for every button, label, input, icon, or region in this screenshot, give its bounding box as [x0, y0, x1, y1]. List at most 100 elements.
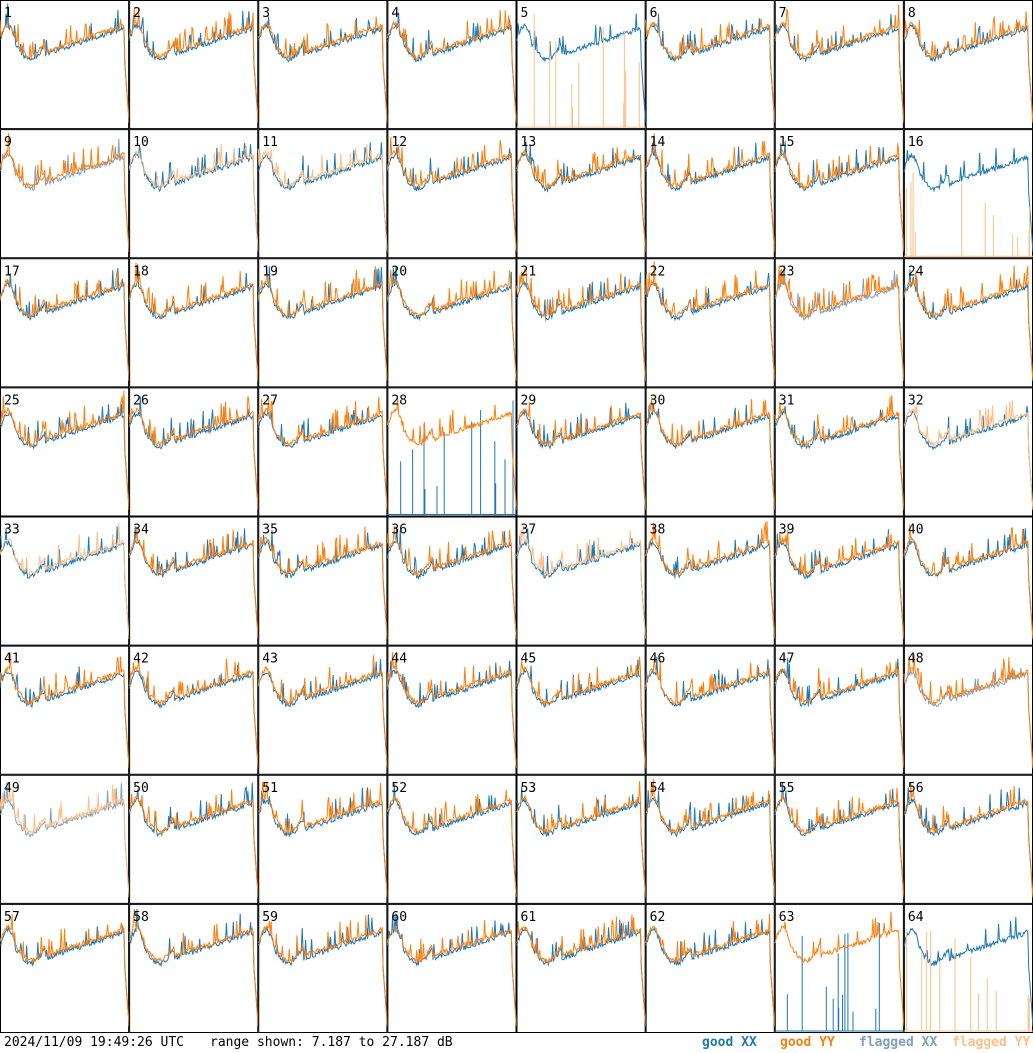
series-yy	[257, 266, 388, 381]
panel-label: 55	[779, 781, 795, 796]
series-xx	[257, 787, 388, 898]
panel-11: 11	[257, 129, 388, 259]
panel-42: 42	[128, 645, 259, 775]
series-yy	[516, 14, 646, 128]
series-yy	[516, 781, 647, 898]
series-yy	[386, 398, 517, 511]
series-xx	[387, 12, 517, 123]
panel-label: 27	[262, 393, 278, 408]
panel-54: 54	[645, 774, 776, 904]
panel-border	[129, 516, 259, 646]
panel-border	[258, 516, 388, 646]
series-yy	[645, 260, 776, 381]
panel-35: 35	[257, 516, 388, 646]
series-xx	[774, 922, 904, 1032]
panel-64: 64	[903, 903, 1033, 1033]
series-yy	[0, 652, 130, 769]
panel-label: 30	[650, 393, 666, 408]
series-yy	[645, 397, 776, 511]
panel-53: 53	[516, 774, 647, 904]
panel-border	[129, 129, 259, 259]
panel-47: 47	[774, 645, 905, 775]
series-xx	[128, 396, 259, 511]
series-xx	[0, 268, 130, 381]
panel-border	[0, 516, 130, 646]
panel-56: 56	[903, 774, 1033, 904]
legend-good-xx: good XX	[702, 1035, 757, 1050]
series-yy	[257, 655, 388, 769]
series-yy	[774, 265, 905, 381]
panel-label: 59	[262, 910, 278, 925]
series-yy	[257, 143, 388, 252]
series-yy	[645, 658, 776, 769]
panel-label: 29	[521, 393, 537, 408]
panel-border	[516, 129, 646, 259]
panel-label: 5	[521, 6, 529, 21]
series-xx	[516, 659, 647, 769]
panel-label: 41	[4, 652, 20, 667]
panel-label: 56	[908, 781, 924, 796]
panel-38: 38	[645, 516, 776, 646]
series-yy	[645, 18, 776, 123]
series-xx	[0, 924, 130, 1027]
series-yy	[774, 911, 905, 1027]
panel-13: 13	[516, 129, 647, 259]
series-yy	[516, 147, 647, 252]
panel-label: 13	[521, 135, 537, 150]
panel-border	[774, 387, 904, 517]
series-yy	[903, 172, 1033, 257]
panel-label: 61	[521, 910, 537, 925]
series-yy	[516, 525, 647, 640]
panel-8: 8	[903, 0, 1033, 130]
panel-22: 22	[645, 258, 776, 388]
panel-label: 51	[262, 781, 278, 796]
series-xx	[257, 16, 388, 123]
panel-58: 58	[128, 903, 259, 1033]
panel-label: 16	[908, 135, 924, 150]
panel-label: 38	[650, 523, 666, 538]
panel-48: 48	[903, 645, 1033, 775]
series-xx	[903, 269, 1033, 381]
series-yy	[257, 396, 388, 511]
panel-border	[0, 774, 130, 904]
panel-label: 35	[262, 523, 278, 538]
series-yy	[128, 262, 259, 381]
series-yy	[903, 11, 1033, 123]
panel-border	[516, 903, 646, 1033]
series-xx	[645, 534, 776, 640]
panel-label: 1	[4, 6, 12, 21]
panel-37: 37	[516, 516, 647, 646]
panel-label: 37	[521, 523, 537, 538]
panel-63: 63	[774, 903, 905, 1033]
series-xx	[128, 782, 259, 898]
panel-26: 26	[128, 387, 259, 517]
series-xx	[0, 666, 130, 769]
series-xx	[128, 526, 259, 640]
panel-border	[129, 258, 259, 388]
panel-label: 23	[779, 264, 795, 279]
panel-label: 10	[133, 135, 149, 150]
panel-border	[387, 0, 517, 130]
panel-label: 53	[521, 781, 537, 796]
panel-29: 29	[516, 387, 647, 517]
panel-36: 36	[386, 516, 517, 646]
panel-9: 9	[0, 129, 130, 259]
panel-label: 44	[391, 652, 407, 667]
panel-border	[129, 387, 259, 517]
panel-32: 32	[903, 387, 1033, 517]
panel-label: 9	[4, 135, 12, 150]
panel-14: 14	[645, 129, 776, 259]
panel-border	[258, 0, 388, 130]
series-yy	[128, 789, 259, 898]
panel-border	[645, 774, 775, 904]
panel-border	[129, 645, 259, 775]
panel-label: 33	[4, 523, 20, 538]
panel-label: 22	[650, 264, 666, 279]
panel-1: 1	[0, 0, 130, 130]
series-xx	[516, 402, 647, 511]
series-yy	[128, 7, 259, 123]
series-xx	[645, 403, 776, 511]
panel-label: 24	[908, 264, 924, 279]
panel-border	[129, 0, 259, 130]
legend-flagged-yy: flagged YY	[952, 1035, 1031, 1050]
